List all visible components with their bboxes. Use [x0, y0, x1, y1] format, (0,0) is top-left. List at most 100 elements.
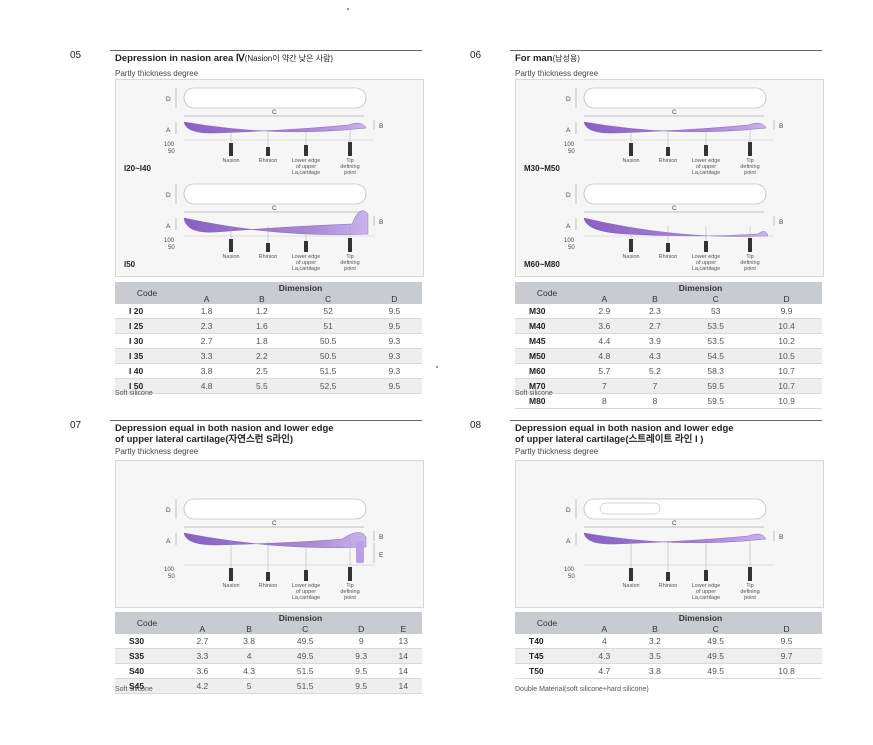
value-cell: 10.2: [751, 333, 822, 349]
implant-side-profile: [583, 532, 767, 545]
code-cell: T50: [515, 663, 579, 679]
column-header: E: [384, 623, 422, 634]
section-number: 05: [70, 50, 82, 61]
scale-50-label: 50: [568, 574, 575, 580]
partly-thickness-label: Partly thickness degree: [515, 447, 599, 456]
value-cell: 7: [579, 378, 630, 394]
dimension-table: Code Dimension A B C D M30 2.9 2.3 53 9.9 M40 3.6 2.7…: [515, 282, 822, 409]
dimension-header: Dimension: [179, 282, 422, 293]
partly-thickness-label: Partly thickness degree: [515, 69, 599, 78]
landmark-label: Tip: [746, 158, 753, 164]
value-cell: 1.8: [179, 304, 235, 319]
scan-speck: [347, 8, 349, 10]
value-cell: 4.2: [179, 678, 226, 694]
table-row: S30 2.7 3.8 49.5 9 13: [115, 634, 422, 649]
section-rule: [110, 50, 422, 51]
value-cell: 3.9: [629, 333, 681, 349]
column-header: C: [680, 623, 752, 634]
value-cell: 8: [629, 393, 681, 409]
dim-a-label: A: [566, 127, 571, 134]
dim-b-label: B: [779, 534, 783, 541]
value-cell: 9.3: [337, 648, 385, 664]
landmark-label: La,cartilage: [692, 170, 720, 176]
landmark-label-nasion: Nasion: [222, 158, 239, 164]
landmark-label: of upper: [696, 260, 716, 266]
value-cell: 51.5: [272, 678, 338, 694]
value-cell: 9.3: [366, 333, 422, 349]
value-cell: 4.3: [629, 348, 681, 364]
value-cell: 9: [337, 634, 385, 649]
section-title-line1: Depression equal in both nasion and lowe…: [515, 423, 734, 434]
diagram-1: D C A B 100 50 Nasion Rhinion Lower edge of upper…: [116, 82, 423, 178]
implant-top-inner-outline: [599, 502, 661, 515]
range-label: M30~M50: [524, 164, 560, 173]
section-number: 07: [70, 420, 82, 431]
thickness-bar: [348, 142, 352, 156]
section-rule: [510, 50, 822, 51]
code-cell: I 35: [115, 348, 179, 364]
value-cell: 14: [384, 678, 422, 694]
section-07: 07 Depression equal in both nasion and l…: [70, 420, 424, 700]
thickness-bar: [629, 568, 633, 581]
section-rule: [110, 420, 422, 421]
value-cell: 9.5: [366, 378, 422, 394]
column-header: A: [579, 293, 630, 304]
scale-100-label: 100: [564, 238, 575, 244]
table-row: S40 3.6 4.3 51.5 9.5 14: [115, 663, 422, 679]
implant-side-profile: [183, 210, 369, 235]
thickness-bar: [748, 142, 752, 156]
dimension-table: Code Dimension A B C D I 20 1.8 1.2 52 9.5 I 25 2.3 1…: [115, 282, 422, 394]
value-cell: 53: [680, 304, 752, 319]
dim-b-label: B: [779, 219, 783, 226]
landmark-label: defining: [340, 164, 359, 170]
dim-a-label: A: [166, 127, 171, 134]
value-cell: 2.3: [629, 304, 681, 319]
dim-a-label: A: [566, 223, 571, 230]
value-cell: 53.5: [680, 318, 752, 334]
section-title: Depression in nasion area Ⅳ(Nasion이 약간 낮…: [115, 53, 333, 64]
landmark-label: defining: [340, 260, 359, 266]
column-header: A: [179, 623, 226, 634]
value-cell: 49.5: [680, 634, 752, 649]
code-cell: S40: [115, 663, 179, 679]
value-cell: 51.5: [289, 363, 367, 379]
code-cell: I 50: [115, 378, 179, 394]
material-note: Soft silicone: [515, 390, 553, 397]
landmark-label: La,cartilage: [692, 266, 720, 272]
landmark-label: point: [744, 266, 756, 272]
code-cell: T40: [515, 634, 579, 649]
landmark-label-nasion: Nasion: [222, 254, 239, 260]
column-header: B: [234, 293, 290, 304]
dim-d-label: D: [566, 96, 571, 103]
value-cell: 9.5: [337, 663, 385, 679]
value-cell: 50.5: [289, 348, 367, 364]
dim-a-label: A: [566, 538, 571, 545]
table-row: M45 4.4 3.9 53.5 10.2: [515, 333, 822, 349]
landmark-label: defining: [340, 589, 359, 595]
value-cell: 10.7: [751, 363, 822, 379]
value-cell: 58.3: [680, 363, 752, 379]
code-cell: M80: [515, 393, 579, 409]
code-cell: I 25: [115, 318, 179, 334]
code-cell: M40: [515, 318, 579, 334]
value-cell: 4.4: [579, 333, 630, 349]
scale-50-label: 50: [168, 149, 175, 155]
material-note: Soft silicone: [115, 686, 153, 693]
value-cell: 2.9: [579, 304, 630, 319]
implant-top-outline: [183, 87, 367, 109]
scale-50-label: 50: [568, 245, 575, 251]
range-label: M60~M80: [524, 260, 560, 269]
thickness-bar: [304, 145, 308, 156]
material-note: Double Material(soft silicone+hard silic…: [515, 686, 649, 693]
table-row: T40 4 3.2 49.5 9.5: [515, 634, 822, 649]
table-row: I 20 1.8 1.2 52 9.5: [115, 304, 422, 319]
value-cell: 52: [289, 304, 367, 319]
implant-side-profile: [583, 217, 769, 237]
landmark-label: defining: [740, 589, 759, 595]
landmark-label: defining: [740, 164, 759, 170]
table-row: M60 5.7 5.2 58.3 10.7: [515, 363, 822, 379]
column-header: C: [289, 293, 367, 304]
thickness-bar: [266, 243, 270, 252]
scan-speck: [436, 366, 438, 368]
implant-top-outline: [583, 498, 767, 520]
